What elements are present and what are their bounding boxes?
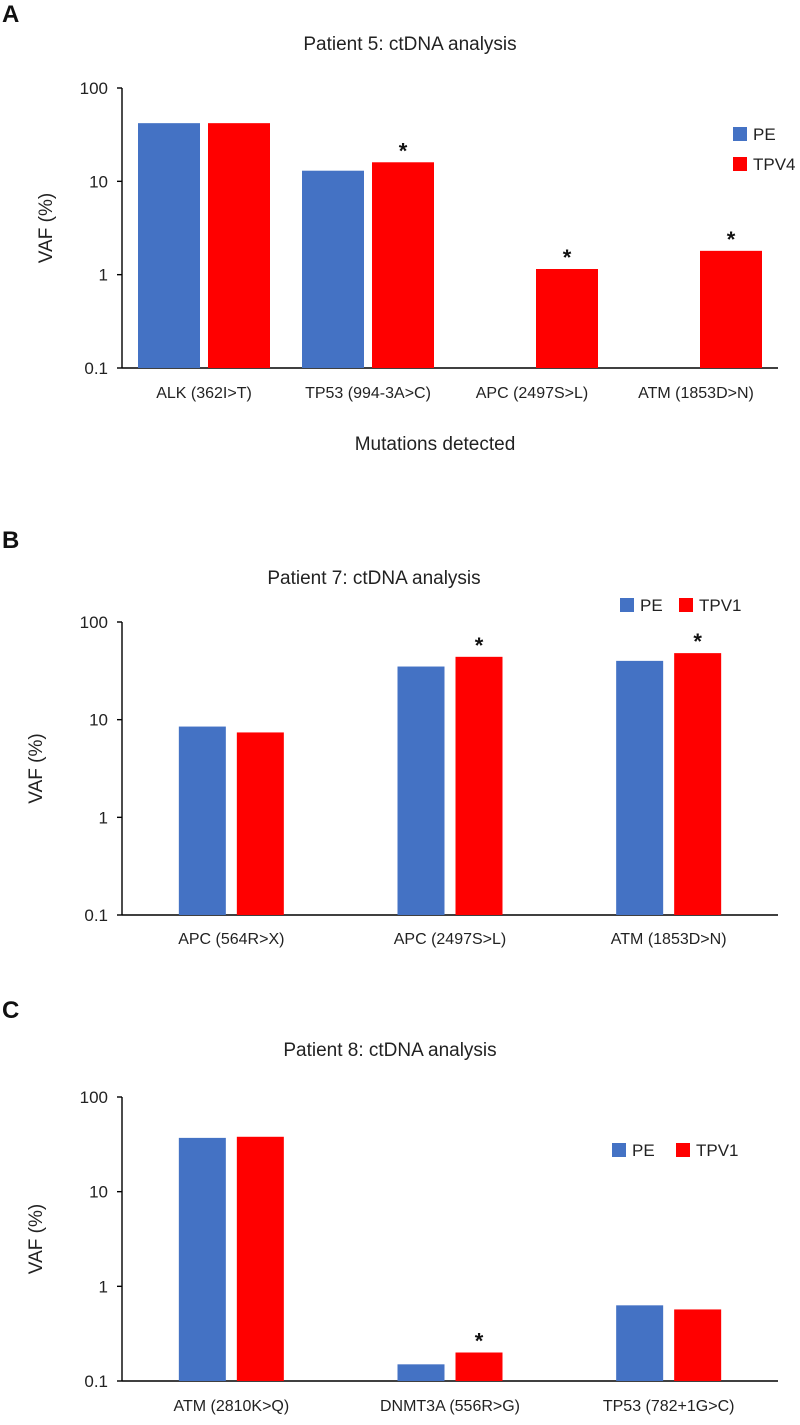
x-category-label: TP53 (782+1G>C) (603, 1398, 735, 1415)
x-category-label: TP53 (994-3A>C) (305, 385, 431, 402)
legend-label-tpv1: TPV1 (696, 1141, 739, 1160)
bar-pe-0 (138, 123, 200, 369)
x-axis-label: Mutations detected (355, 434, 516, 455)
x-category-label: ATM (2810K>Q) (173, 1398, 289, 1415)
y-axis-label: VAF (%) (26, 733, 47, 803)
y-tick-label: 100 (80, 613, 108, 632)
chart-title: Patient 8: ctDNA analysis (283, 1040, 496, 1061)
y-tick-label: 10 (89, 172, 108, 191)
y-tick-label: 0.1 (84, 1372, 108, 1391)
x-category-label: ALK (362I>T) (156, 385, 252, 402)
legend-label-pe: PE (632, 1141, 655, 1160)
legend-swatch-pe (733, 127, 747, 141)
chart-panel-a: A Patient 5: ctDNA analysis 100 10 1 0.1 VAF (… (2, 1, 796, 455)
y-axis-label: VAF (%) (36, 193, 57, 263)
legend-swatch-tpv1 (679, 598, 693, 612)
chart-panel-b: B Patient 7: ctDNA analysis 100 10 1 0.1 VAF (… (2, 527, 778, 948)
y-tick-label: 1 (99, 808, 108, 827)
x-category-label: ATM (1853D>N) (611, 931, 727, 948)
legend-label-tpv1: TPV1 (699, 596, 742, 615)
bar-pe-1 (397, 1364, 445, 1381)
bar-tpv1-0 (236, 1136, 284, 1381)
bar-pe-1 (302, 170, 364, 368)
legend-swatch-tpv1 (676, 1143, 690, 1157)
bar-pe-1 (397, 666, 445, 915)
x-category-label: ATM (1853D>N) (638, 385, 754, 402)
significance-star: * (399, 138, 408, 163)
bar-tpv4-2 (536, 269, 598, 368)
legend-swatch-tpv4 (733, 157, 747, 171)
bar-tpv1-1 (455, 656, 503, 915)
bar-tpv1-0 (236, 732, 284, 915)
y-tick-label: 1 (99, 266, 108, 285)
y-tick-label: 1 (99, 1277, 108, 1296)
legend-swatch-pe (612, 1143, 626, 1157)
legend-label-pe: PE (753, 125, 776, 144)
significance-star: * (693, 629, 702, 654)
significance-star: * (475, 1329, 484, 1354)
bar-pe-0 (178, 726, 226, 915)
legend-label-pe: PE (640, 596, 663, 615)
y-tick-label: 100 (80, 79, 108, 98)
panel-letter: B (2, 527, 19, 554)
bar-tpv4-3 (700, 250, 762, 368)
y-tick-label: 0.1 (84, 906, 108, 925)
panel-letter: A (2, 1, 19, 28)
chart-title: Patient 5: ctDNA analysis (303, 34, 516, 55)
bar-tpv1-2 (674, 653, 722, 915)
y-tick-label: 10 (89, 1183, 108, 1202)
y-tick-label: 10 (89, 711, 108, 730)
x-category-label: APC (2497S>L) (394, 931, 507, 948)
x-category-label: APC (2497S>L) (476, 385, 589, 402)
bar-tpv4-1 (372, 162, 434, 368)
bar-tpv4-0 (208, 123, 270, 369)
legend-swatch-pe (620, 598, 634, 612)
significance-star: * (475, 633, 484, 658)
chart-title: Patient 7: ctDNA analysis (267, 568, 480, 589)
bar-pe-0 (178, 1137, 226, 1381)
chart-panel-c: C Patient 8: ctDNA analysis 100 10 1 0.1 VAF (… (2, 997, 778, 1415)
y-axis-label: VAF (%) (26, 1204, 47, 1274)
y-tick-label: 0.1 (84, 359, 108, 378)
legend-label-tpv4: TPV4 (753, 155, 796, 174)
significance-star: * (727, 227, 736, 252)
panel-letter: C (2, 997, 19, 1024)
y-tick-label: 100 (80, 1088, 108, 1107)
bar-tpv1-1 (455, 1352, 503, 1381)
bar-tpv1-2 (674, 1309, 722, 1381)
x-category-label: DNMT3A (556R>G) (380, 1398, 520, 1415)
significance-star: * (563, 245, 572, 270)
bar-pe-2 (616, 1305, 664, 1381)
bar-pe-2 (616, 660, 664, 915)
x-category-label: APC (564R>X) (178, 931, 284, 948)
